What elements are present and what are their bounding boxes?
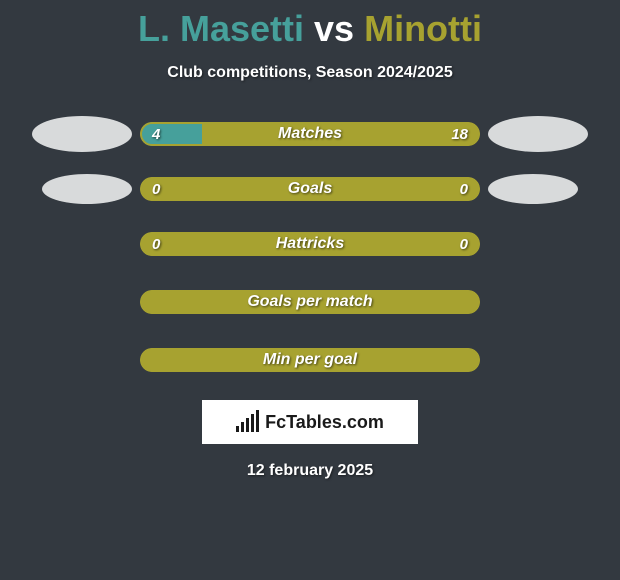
- page-title: L. Masetti vs Minotti: [138, 8, 482, 50]
- avatar-left: [42, 174, 132, 204]
- subtitle: Club competitions, Season 2024/2025: [167, 64, 452, 82]
- player-right-name: Minotti: [364, 8, 482, 49]
- avatar-right: [488, 174, 578, 204]
- site-logo[interactable]: FcTables.com: [202, 400, 418, 444]
- avatar-placeholder: [32, 342, 132, 378]
- stat-bar: 00Hattricks: [140, 232, 480, 256]
- avatar-placeholder: [488, 284, 588, 320]
- stat-bar: 418Matches: [140, 122, 480, 146]
- stat-row: Goals per match: [0, 284, 620, 320]
- stat-label: Hattricks: [140, 232, 480, 256]
- stat-label: Matches: [140, 122, 480, 146]
- stat-row: 00Goals: [0, 174, 620, 204]
- logo-text: FcTables.com: [265, 412, 384, 433]
- avatar-placeholder: [488, 226, 588, 262]
- stat-row: Min per goal: [0, 342, 620, 378]
- avatar-placeholder: [32, 226, 132, 262]
- avatar-placeholder: [488, 342, 588, 378]
- stat-row: 418Matches: [0, 116, 620, 152]
- stat-label: Goals per match: [140, 290, 480, 314]
- stat-bar: Goals per match: [140, 290, 480, 314]
- title-vs: vs: [314, 8, 354, 49]
- avatar-left: [32, 116, 132, 152]
- avatar-placeholder: [32, 284, 132, 320]
- stat-label: Min per goal: [140, 348, 480, 372]
- snapshot-date: 12 february 2025: [247, 462, 373, 480]
- stat-bar: Min per goal: [140, 348, 480, 372]
- comparison-card: L. Masetti vs Minotti Club competitions,…: [0, 0, 620, 480]
- stat-row: 00Hattricks: [0, 226, 620, 262]
- stat-label: Goals: [140, 177, 480, 201]
- stats-area: 418Matches 00Goals 00Hattricks Goals per ma…: [0, 116, 620, 378]
- logo-bars-icon: [236, 412, 259, 432]
- stat-bar: 00Goals: [140, 177, 480, 201]
- avatar-right: [488, 116, 588, 152]
- player-left-name: L. Masetti: [138, 8, 304, 49]
